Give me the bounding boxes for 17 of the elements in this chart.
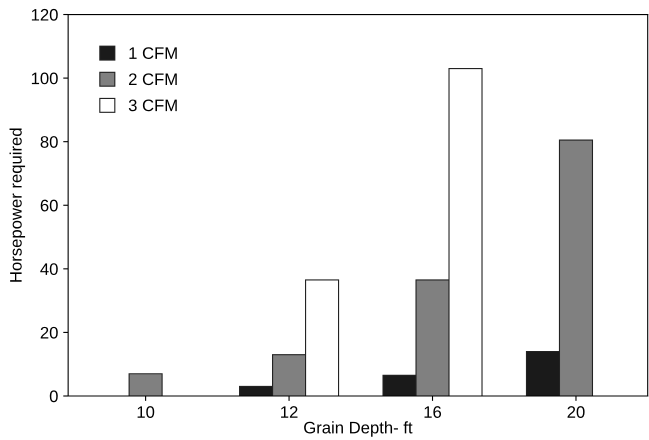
y-tick-label: 60 (40, 200, 58, 212)
bar (128, 373, 163, 396)
x-tick-label: 10 (138, 406, 154, 418)
y-tick-label: 100 (32, 72, 58, 84)
x-tick-label: 20 (568, 406, 585, 418)
y-tick-label: 40 (40, 263, 58, 276)
legend-label: 2 CFM (128, 73, 177, 86)
y-tick-label: 80 (40, 136, 58, 148)
y-axis-title: Horsepower required (10, 128, 26, 282)
x-tick-label: 16 (424, 406, 442, 418)
legend-label: 1 CFM (129, 47, 177, 60)
legend-label: 3 CFM (128, 99, 177, 112)
y-tick-label: 20 (40, 326, 58, 339)
x-tick-label: 12 (281, 406, 298, 418)
y-tick-label: 0 (50, 390, 58, 402)
y-tick-label: 120 (32, 8, 58, 21)
x-axis-title: Grain Depth- ft (304, 421, 412, 437)
